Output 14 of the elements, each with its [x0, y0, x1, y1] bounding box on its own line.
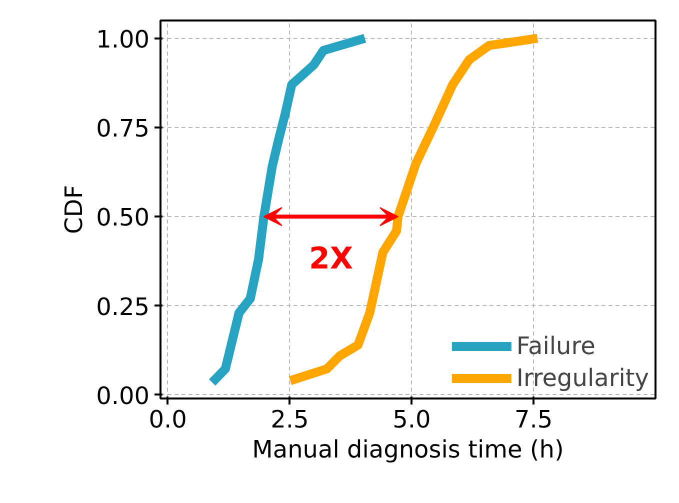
y-tick-label: 0.50: [96, 204, 150, 232]
x-tick-label: 0.0: [148, 406, 187, 434]
x-axis-title: Manual diagnosis time (h): [252, 436, 564, 464]
y-tick-label: 0.00: [96, 382, 150, 410]
y-tick-label: 0.75: [96, 114, 150, 142]
x-tick-label: 2.5: [270, 406, 309, 434]
x-tick-label: 7.5: [514, 406, 553, 434]
legend-label: Failure: [516, 332, 596, 360]
x-tick-label: 5.0: [392, 406, 431, 434]
legend-label: Irregularity: [516, 364, 649, 392]
y-tick-label: 1.00: [96, 25, 150, 54]
annotation: 2X: [308, 242, 353, 277]
y-tick-label: 0.25: [96, 292, 150, 321]
y-axis-title: CDF: [60, 184, 88, 234]
